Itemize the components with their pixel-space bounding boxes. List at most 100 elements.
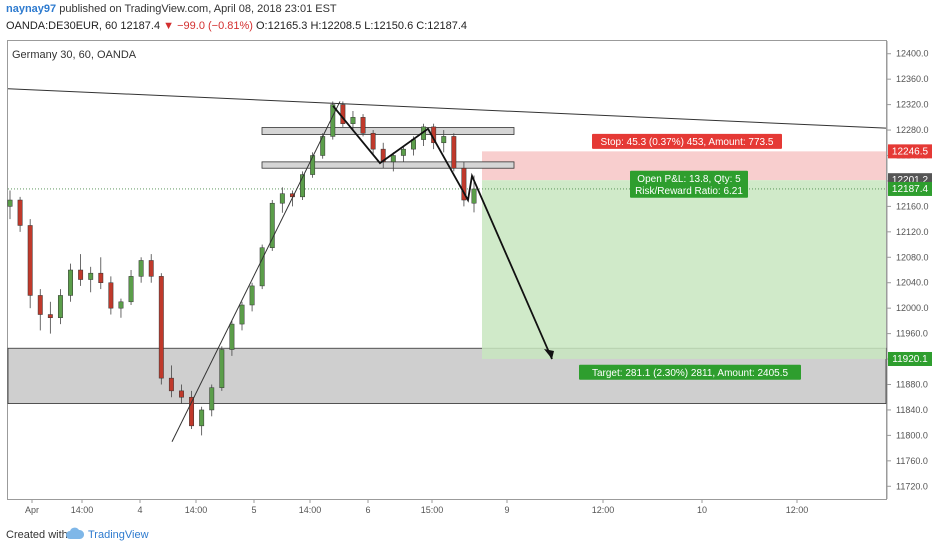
candle[interactable] xyxy=(138,260,144,277)
price-tag-bg xyxy=(888,144,932,159)
candle[interactable] xyxy=(158,276,164,379)
y-tick-label: 11840.0 xyxy=(896,405,928,415)
candle[interactable] xyxy=(37,295,43,315)
candle[interactable] xyxy=(17,199,23,226)
candle[interactable] xyxy=(400,148,406,156)
price-chart[interactable]: Germany 30, 60, OANDA Stop: 45.3 (0.37%)… xyxy=(0,0,932,520)
candle[interactable] xyxy=(57,295,63,318)
tradingview-brand-link[interactable]: TradingView xyxy=(88,529,149,541)
close-value: C:12187.4 xyxy=(416,20,468,32)
candle[interactable] xyxy=(27,225,33,296)
candle[interactable] xyxy=(441,136,447,144)
candle[interactable] xyxy=(189,396,195,427)
projection-arrow xyxy=(332,105,553,360)
last-price: 12187.4 xyxy=(120,20,161,32)
candle[interactable] xyxy=(209,387,215,411)
candle[interactable] xyxy=(128,276,134,303)
author-link[interactable]: naynay97 xyxy=(6,3,57,15)
candle[interactable] xyxy=(461,167,467,201)
ohlc-line: OANDA:DE30EUR, 60 12187.4 ▼ −99.0 (−0.81… xyxy=(6,20,467,32)
y-tick-label: 11880.0 xyxy=(896,380,928,390)
candle[interactable] xyxy=(279,193,285,204)
rr-text: Risk/Reward Ratio: 6.21 xyxy=(635,186,743,197)
y-tick-label: 12280.0 xyxy=(896,125,929,135)
y-tick-label: 11720.0 xyxy=(896,481,928,491)
high-value: H:12208.5 xyxy=(310,20,362,32)
candle[interactable] xyxy=(390,155,396,163)
x-tick-label: 10 xyxy=(697,505,707,515)
arrow-head-icon xyxy=(544,349,554,360)
y-tick-label: 12120.0 xyxy=(896,227,929,237)
y-tick-label: 12400.0 xyxy=(896,49,929,59)
x-tick-label: 14:00 xyxy=(299,505,322,515)
y-tick-label: 11960.0 xyxy=(896,329,928,339)
candle[interactable] xyxy=(199,409,205,427)
y-tick-label: 12360.0 xyxy=(896,74,929,84)
x-tick-label: 4 xyxy=(137,505,142,515)
header-bar: naynay97 published on TradingView.com, A… xyxy=(0,0,932,36)
candle[interactable] xyxy=(239,304,245,325)
low-value: L:12150.6 xyxy=(364,20,414,32)
candle[interactable] xyxy=(179,390,184,398)
x-tick-label: 14:00 xyxy=(185,505,208,515)
y-tick-label: 12160.0 xyxy=(896,201,929,211)
x-tick-label: 12:00 xyxy=(786,505,809,515)
candle[interactable] xyxy=(88,272,94,280)
target-label: Target: 281.1 (2.30%) 2811, Amount: 2405… xyxy=(592,368,788,379)
candle[interactable] xyxy=(168,377,174,392)
price-change: ▼ −99.0 (−0.81%) xyxy=(163,20,253,32)
candle[interactable] xyxy=(360,117,366,134)
candle[interactable] xyxy=(350,117,356,124)
candle[interactable] xyxy=(108,282,114,309)
y-tick-label: 12080.0 xyxy=(896,252,929,262)
price-tag-bg xyxy=(888,181,932,196)
y-tick-label: 11800.0 xyxy=(896,430,928,440)
candle[interactable] xyxy=(118,301,124,309)
candle[interactable] xyxy=(451,136,457,169)
price-tag: 12201.2 xyxy=(892,175,929,186)
x-tick-label: Apr xyxy=(25,505,39,515)
x-tick-label: 12:00 xyxy=(592,505,615,515)
candle[interactable] xyxy=(259,247,265,287)
candle[interactable] xyxy=(47,314,53,318)
pnl-text: Open P&L: 13.8, Qty: 5 xyxy=(637,174,741,185)
price-tag: 12246.5 xyxy=(892,146,929,157)
candle[interactable] xyxy=(229,323,235,350)
candle[interactable] xyxy=(98,272,104,283)
candle[interactable] xyxy=(471,188,477,204)
symbol-label: OANDA:DE30EUR, 60 xyxy=(6,20,118,32)
candle[interactable] xyxy=(310,155,316,175)
candle[interactable] xyxy=(148,260,154,277)
descending-trendline xyxy=(7,88,887,129)
candle[interactable] xyxy=(269,202,275,248)
target-label-bg xyxy=(579,364,801,380)
x-tick-label: 9 xyxy=(504,505,509,515)
x-tick-label: 15:00 xyxy=(421,505,444,515)
candle[interactable] xyxy=(330,104,336,137)
footer: Created with TradingView xyxy=(0,520,932,550)
ascending-trendline xyxy=(171,101,341,442)
resistance-box xyxy=(261,161,515,169)
price-tag: 11920.1 xyxy=(892,354,928,365)
y-tick-label: 12320.0 xyxy=(896,100,929,110)
resistance-box xyxy=(261,127,515,135)
candle[interactable] xyxy=(249,285,255,306)
y-tick-label: 11760.0 xyxy=(896,456,928,466)
candle[interactable] xyxy=(68,269,73,296)
y-tick-label: 12000.0 xyxy=(896,303,929,313)
candle[interactable] xyxy=(78,269,84,280)
price-tag-bg xyxy=(888,351,932,366)
tradingview-logo-icon xyxy=(66,527,84,539)
price-tag: 12187.4 xyxy=(892,184,929,195)
created-with-text: Created with xyxy=(6,529,68,541)
stop-label: Stop: 45.3 (0.37%) 453, Amount: 773.5 xyxy=(601,137,774,148)
x-tick-label: 14:00 xyxy=(71,505,94,515)
chart-title: Germany 30, 60, OANDA xyxy=(12,49,137,61)
published-text: published on TradingView.com, April 08, … xyxy=(59,3,337,15)
open-value: O:12165.3 xyxy=(256,20,308,32)
candle[interactable] xyxy=(7,199,13,207)
x-tick-label: 6 xyxy=(365,505,370,515)
candle[interactable] xyxy=(300,174,305,198)
candle[interactable] xyxy=(219,349,225,388)
candle[interactable] xyxy=(370,132,376,150)
